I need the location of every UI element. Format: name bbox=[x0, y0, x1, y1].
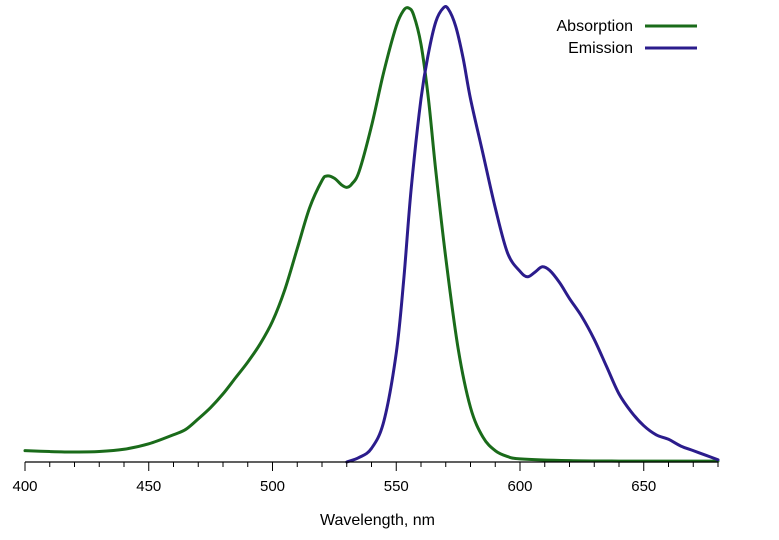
series-line-emission bbox=[345, 5, 720, 464]
x-axis-title: Wavelength, nm bbox=[320, 512, 435, 529]
x-tick-label: 650 bbox=[631, 478, 656, 495]
x-axis: 400 450 500 550 600 650 bbox=[12, 461, 719, 495]
legend: Absorption Emission bbox=[557, 18, 697, 57]
x-tick-label: 400 bbox=[12, 478, 37, 495]
x-tick-label: 550 bbox=[384, 478, 409, 495]
series-layer bbox=[23, 5, 720, 464]
legend-label-emission: Emission bbox=[568, 40, 633, 57]
series-line-absorption bbox=[23, 6, 720, 463]
x-tick-label: 500 bbox=[260, 478, 285, 495]
legend-label-absorption: Absorption bbox=[557, 18, 634, 35]
x-tick-label: 450 bbox=[136, 478, 161, 495]
x-tick-label: 600 bbox=[507, 478, 532, 495]
